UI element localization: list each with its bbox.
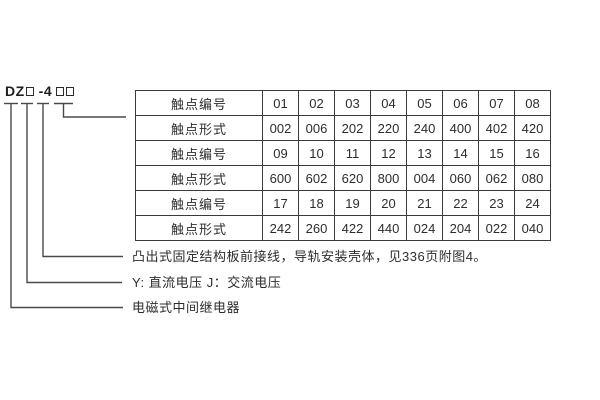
leader-placeholder-to-legend2	[26, 103, 122, 284]
table-cell: 422	[334, 215, 371, 241]
table-row: 触点编号 09 10 11 12 13 14 15 16	[135, 140, 551, 166]
table-cell: 240	[406, 115, 443, 141]
table-cell: 07	[478, 90, 515, 116]
contact-table-body: 触点编号 01 02 03 04 05 06 07 08 触点形式 002 006 202 220 240 4…	[135, 90, 551, 241]
table-cell: 202	[334, 115, 371, 141]
table-cell: 02	[298, 90, 335, 116]
table-cell: 080	[514, 165, 551, 191]
row-label: 触点形式	[135, 215, 263, 241]
contact-table: 触点编号 01 02 03 04 05 06 07 08 触点形式 002 006 202 220 240 4…	[135, 90, 551, 241]
placeholder-box-icon	[25, 86, 34, 96]
table-cell: 20	[370, 190, 407, 216]
table-row: 触点编号 01 02 03 04 05 06 07 08	[135, 90, 551, 116]
table-cell: 204	[442, 215, 479, 241]
table-cell: 242	[262, 215, 299, 241]
table-cell: 05	[406, 90, 443, 116]
legend-voltage-type: Y: 直流电压 J：交流电压	[132, 275, 282, 290]
table-cell: 24	[514, 190, 551, 216]
table-cell: 17	[262, 190, 299, 216]
model-designation: DZ -4	[5, 83, 75, 99]
table-cell: 10	[298, 140, 335, 166]
table-row: 触点编号 17 18 19 20 21 22 23 24	[135, 190, 551, 216]
table-cell: 12	[370, 140, 407, 166]
row-label: 触点编号	[135, 140, 263, 166]
table-cell: 060	[442, 165, 479, 191]
model-prefix: DZ	[5, 83, 25, 99]
table-cell: 08	[514, 90, 551, 116]
leader-suffix-to-table	[62, 103, 126, 118]
table-cell: 024	[406, 215, 443, 241]
table-cell: 022	[478, 215, 515, 241]
table-cell: 040	[514, 215, 551, 241]
table-cell: 602	[298, 165, 335, 191]
table-cell: 620	[334, 165, 371, 191]
table-cell: 21	[406, 190, 443, 216]
table-row: 触点形式 002 006 202 220 240 400 402 420	[135, 115, 551, 141]
placeholder-box-icon	[56, 86, 65, 96]
table-cell: 002	[262, 115, 299, 141]
table-cell: 800	[370, 165, 407, 191]
table-cell: 16	[514, 140, 551, 166]
legend-mounting-structure: 凸出式固定结构板前接线，导轨安装壳体，见336页附图4。	[132, 249, 487, 264]
table-cell: 062	[478, 165, 515, 191]
table-cell: 402	[478, 115, 515, 141]
table-cell: 22	[442, 190, 479, 216]
table-row: 触点形式 242 260 422 440 024 204 022 040	[135, 215, 551, 241]
table-cell: 19	[334, 190, 371, 216]
table-cell: 260	[298, 215, 335, 241]
table-cell: 440	[370, 215, 407, 241]
table-cell: 004	[406, 165, 443, 191]
row-label: 触点形式	[135, 115, 263, 141]
table-cell: 04	[370, 90, 407, 116]
table-cell: 06	[442, 90, 479, 116]
table-cell: 01	[262, 90, 299, 116]
table-cell: 09	[262, 140, 299, 166]
placeholder-box-icon	[66, 86, 75, 96]
row-label: 触点形式	[135, 165, 263, 191]
table-cell: 420	[514, 115, 551, 141]
row-label: 触点编号	[135, 90, 263, 116]
model-series: -4	[38, 83, 53, 99]
table-cell: 18	[298, 190, 335, 216]
table-row: 触点形式 600 602 620 800 004 060 062 080	[135, 165, 551, 191]
table-cell: 600	[262, 165, 299, 191]
row-label: 触点编号	[135, 190, 263, 216]
table-cell: 23	[478, 190, 515, 216]
leader-series-to-legend1	[42, 103, 123, 258]
leader-prefix-to-legend3	[10, 103, 123, 309]
table-cell: 13	[406, 140, 443, 166]
table-cell: 14	[442, 140, 479, 166]
table-cell: 220	[370, 115, 407, 141]
table-cell: 11	[334, 140, 371, 166]
table-cell: 15	[478, 140, 515, 166]
table-cell: 03	[334, 90, 371, 116]
table-cell: 400	[442, 115, 479, 141]
table-cell: 006	[298, 115, 335, 141]
legend-relay-type: 电磁式中间继电器	[132, 300, 241, 315]
